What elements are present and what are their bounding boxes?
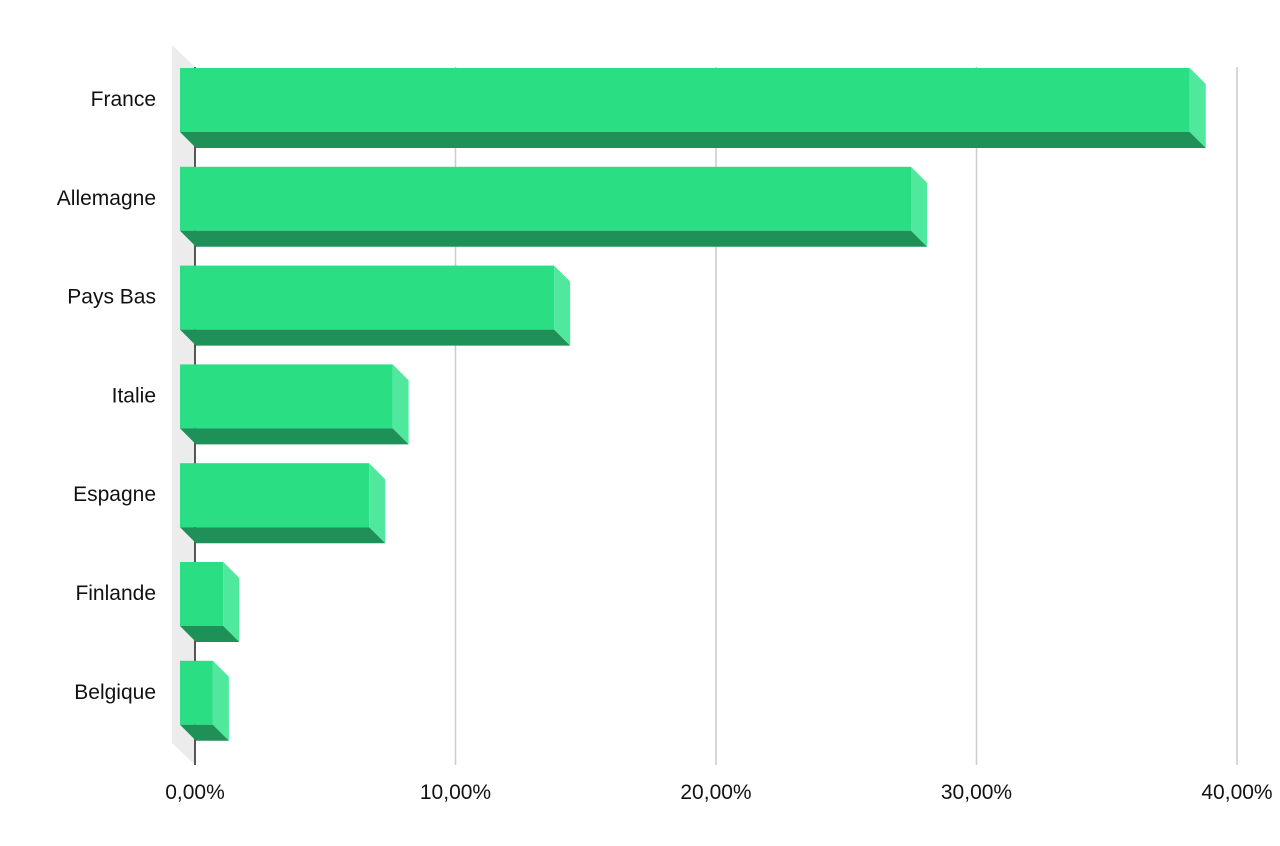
bar-finlande (180, 562, 240, 642)
bar-bottom-face (180, 428, 409, 445)
bar-front-face (180, 68, 1190, 132)
category-label: Espagne (73, 483, 156, 506)
bar-side-face (554, 265, 571, 346)
x-tick-label: 20,00% (680, 781, 751, 804)
bar-pays-bas (180, 265, 571, 346)
category-label: Italie (112, 384, 156, 407)
bar-bottom-face (180, 626, 240, 642)
bar-bottom-face (180, 132, 1206, 148)
bar-espagne (180, 463, 386, 544)
bar-side-face (369, 463, 386, 544)
category-label: Allemagne (57, 187, 156, 210)
bar-side-face (392, 364, 409, 445)
bar-italie (180, 364, 409, 445)
bar-side-face (212, 660, 229, 741)
bar-side-face (911, 166, 928, 247)
category-label: Finlande (75, 582, 156, 605)
bar-front-face (180, 166, 912, 231)
bar-belgique (180, 660, 229, 741)
x-tick-label: 10,00% (420, 781, 491, 804)
category-label: France (91, 88, 156, 111)
category-label: Pays Bas (67, 286, 156, 309)
bar-bottom-face (180, 724, 229, 741)
bar-front-face (180, 364, 393, 429)
bar-front-face (180, 660, 213, 725)
bar-front-face (180, 463, 370, 528)
x-tick-label: 40,00% (1201, 781, 1272, 804)
bar-bottom-face (180, 329, 571, 346)
bar-side-face (1189, 68, 1206, 148)
bar-bottom-face (180, 527, 386, 544)
x-tick-label: 0,00% (165, 781, 225, 804)
x-tick-label: 30,00% (941, 781, 1012, 804)
bar-allemagne (180, 166, 928, 247)
bar-bottom-face (180, 230, 928, 247)
bar-front-face (180, 265, 555, 330)
bar-front-face (180, 562, 224, 626)
bar-france (180, 68, 1206, 148)
bar-side-face (223, 562, 240, 642)
category-label: Belgique (74, 681, 156, 704)
